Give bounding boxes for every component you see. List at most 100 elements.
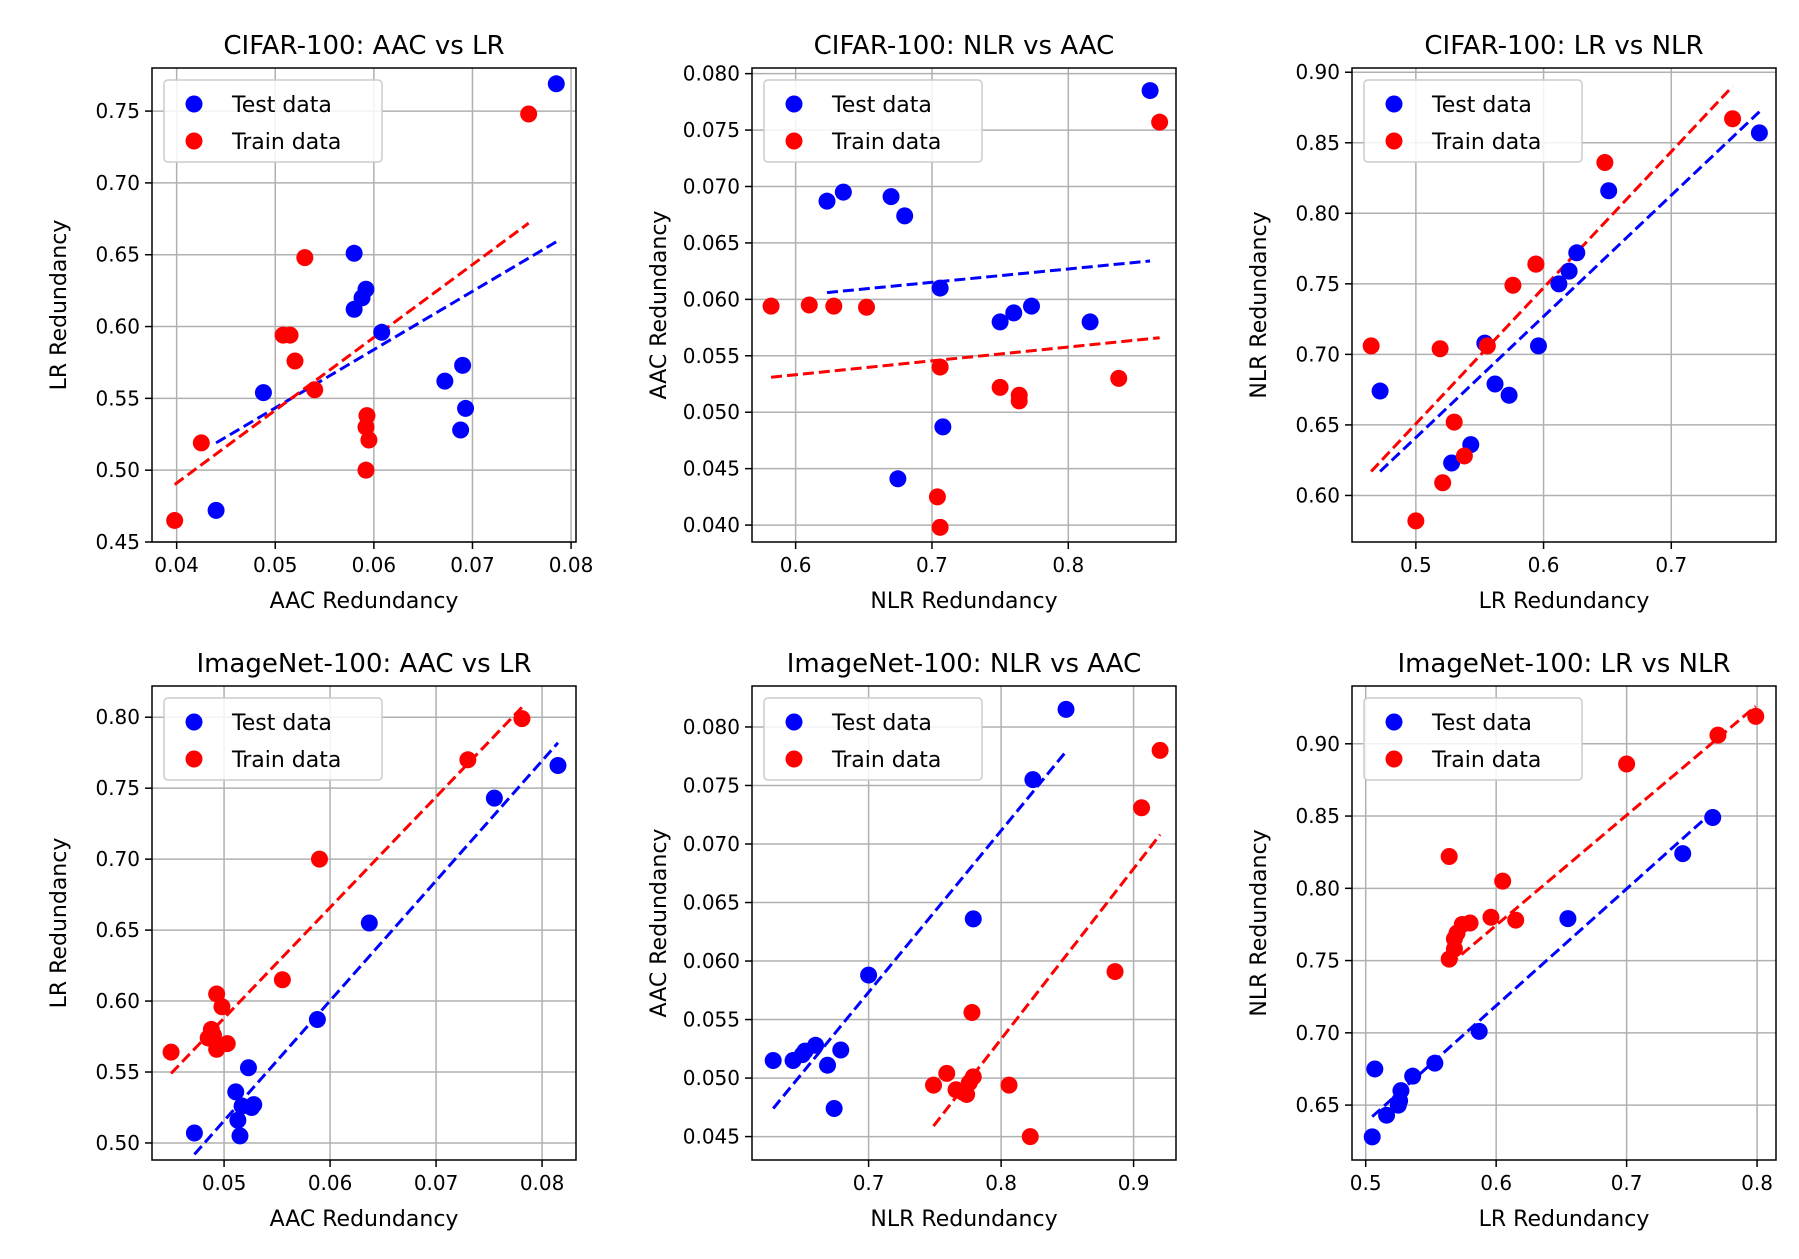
train-data-point <box>310 850 328 868</box>
test-legend-marker <box>185 713 203 731</box>
y-axis-label: NLR Redundancy <box>1247 829 1272 1016</box>
test-data-point <box>1392 1082 1410 1100</box>
legend-box <box>163 697 383 781</box>
legend-label: Train data <box>831 748 941 773</box>
test-data-point <box>1560 262 1578 280</box>
legend-box <box>1363 79 1583 163</box>
y-tick-label: 0.50 <box>95 1131 140 1155</box>
train-data-point <box>1747 707 1765 725</box>
train-data-point <box>1504 276 1522 294</box>
test-data-point <box>357 280 375 298</box>
test-data-point <box>254 384 272 402</box>
y-tick-label: 0.070 <box>683 175 740 199</box>
legend: Test data Train data <box>1363 697 1583 781</box>
test-data-point <box>1500 386 1518 404</box>
test-data-point <box>1426 1054 1444 1072</box>
x-tick-label: 0.9 <box>1118 1171 1150 1195</box>
train-data-point <box>204 1026 222 1044</box>
train-legend-marker <box>1385 132 1403 150</box>
test-legend-marker <box>1385 95 1403 113</box>
chart-panel-6: 0.5 0.6 0.7 0.8 0.65 0.70 0.75 0.80 0.85 0.90 Imag… <box>1247 649 1777 1232</box>
y-tick-label: 0.45 <box>95 530 140 554</box>
test-data-point <box>1529 337 1547 355</box>
test-data-point <box>345 244 363 262</box>
train-data-point <box>162 1043 180 1061</box>
y-tick-label: 0.90 <box>1295 60 1340 84</box>
legend: Test data Train data <box>763 697 983 781</box>
test-data-point <box>991 313 1009 331</box>
y-tick-label: 0.75 <box>1295 272 1340 296</box>
legend-label: Train data <box>1431 130 1541 155</box>
fit-line-train-data <box>1448 705 1757 967</box>
test-data-point <box>1363 1128 1381 1146</box>
y-tick-label: 0.85 <box>1295 131 1340 155</box>
test-data-point <box>882 188 900 206</box>
y-tick-label: 0.060 <box>683 287 740 311</box>
legend-label: Train data <box>831 130 941 155</box>
y-tick-label: 0.075 <box>683 773 740 797</box>
test-legend-marker <box>785 95 803 113</box>
legend: Test data Train data <box>163 79 383 163</box>
test-data-point <box>239 1059 257 1077</box>
train-data-point <box>1724 110 1742 128</box>
fit-line-test-data <box>215 240 558 445</box>
train-data-point <box>357 461 375 479</box>
train-legend-marker <box>185 132 203 150</box>
train-data-point <box>520 105 538 123</box>
x-tick-label: 0.08 <box>549 553 594 577</box>
test-data-point <box>832 1041 850 1059</box>
y-tick-label: 0.65 <box>95 918 140 942</box>
y-tick-label: 0.080 <box>683 715 740 739</box>
test-data-point <box>1600 182 1618 200</box>
train-data-point <box>1021 1128 1039 1146</box>
y-tick-label: 0.80 <box>1295 201 1340 225</box>
train-data-point <box>931 358 949 376</box>
train-data-point <box>1478 337 1496 355</box>
test-data-point <box>931 279 949 297</box>
y-tick-label: 0.70 <box>95 171 140 195</box>
y-axis-label: AAC Redundancy <box>647 211 672 400</box>
test-data-point <box>549 756 567 774</box>
y-tick-label: 0.75 <box>95 776 140 800</box>
chart-title: ImageNet-100: AAC vs LR <box>196 649 531 679</box>
y-tick-label: 0.060 <box>683 949 740 973</box>
x-tick-label: 0.5 <box>1350 1171 1382 1195</box>
y-tick-label: 0.65 <box>95 243 140 267</box>
chart-panel-3: 0.5 0.6 0.7 0.60 0.65 0.70 0.75 0.80 0.85 0.90 CIF… <box>1247 31 1777 614</box>
legend: Test data Train data <box>163 697 383 781</box>
legend: Test data Train data <box>763 79 983 163</box>
train-data-point <box>459 751 477 769</box>
test-data-point <box>207 501 225 519</box>
y-tick-label: 0.70 <box>1295 1021 1340 1045</box>
test-data-point <box>1371 382 1389 400</box>
legend-label: Train data <box>231 130 341 155</box>
train-data-point <box>762 297 780 315</box>
legend-label: Test data <box>231 93 332 118</box>
test-data-point <box>825 1100 843 1118</box>
train-data-point <box>1482 908 1500 926</box>
legend-label: Test data <box>1431 711 1532 736</box>
x-tick-label: 0.7 <box>1655 553 1687 577</box>
x-tick-label: 0.04 <box>154 553 199 577</box>
train-data-point <box>1362 337 1380 355</box>
test-data-point <box>819 1056 837 1074</box>
y-tick-label: 0.070 <box>683 832 740 856</box>
test-data-point <box>229 1111 247 1129</box>
train-data-point <box>1106 963 1124 981</box>
fit-line-test-data <box>826 259 1151 295</box>
test-data-point <box>964 910 982 928</box>
y-tick-label: 0.60 <box>1295 483 1340 507</box>
y-tick-label: 0.90 <box>1295 732 1340 756</box>
legend-label: Train data <box>1431 748 1541 773</box>
legend-label: Test data <box>1431 93 1532 118</box>
test-data-point <box>1404 1067 1422 1085</box>
x-tick-label: 0.05 <box>253 553 298 577</box>
test-data-point <box>834 183 852 201</box>
test-data-point <box>818 192 836 210</box>
train-data-point <box>1596 154 1614 172</box>
y-tick-label: 0.045 <box>683 457 740 481</box>
test-data-point <box>454 356 472 374</box>
train-data-point <box>1440 848 1458 866</box>
y-tick-label: 0.80 <box>95 705 140 729</box>
legend-label: Train data <box>231 748 341 773</box>
